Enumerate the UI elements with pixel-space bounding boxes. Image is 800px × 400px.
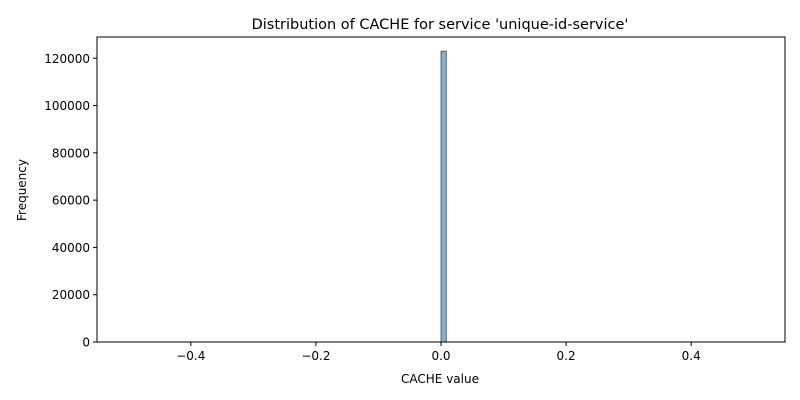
x-axis-label: CACHE value [401, 372, 479, 386]
y-axis-ticks: 0 20000 40000 60000 80000 100000 120000 [44, 52, 97, 350]
y-axis-label: Frequency [15, 159, 29, 221]
y-tick-label: 60000 [52, 194, 90, 208]
y-tick-label: 20000 [52, 288, 90, 302]
chart-title: Distribution of CACHE for service 'uniqu… [252, 17, 629, 33]
x-tick-label: −0.2 [301, 349, 330, 363]
x-tick-label: 0.0 [431, 349, 450, 363]
histogram-bar-0 [440, 50, 447, 343]
x-tick-label: 0.2 [557, 349, 576, 363]
x-tick-label: 0.4 [682, 349, 701, 363]
y-tick-label: 40000 [52, 241, 90, 255]
y-tick-label: 0 [82, 336, 90, 350]
x-axis-ticks: −0.4 −0.2 0.0 0.2 0.4 [176, 342, 701, 363]
y-tick-label: 120000 [44, 52, 90, 66]
y-tick-label: 80000 [52, 146, 90, 160]
y-tick-label: 100000 [44, 99, 90, 113]
plot-area [440, 50, 447, 343]
x-tick-label: −0.4 [176, 349, 205, 363]
